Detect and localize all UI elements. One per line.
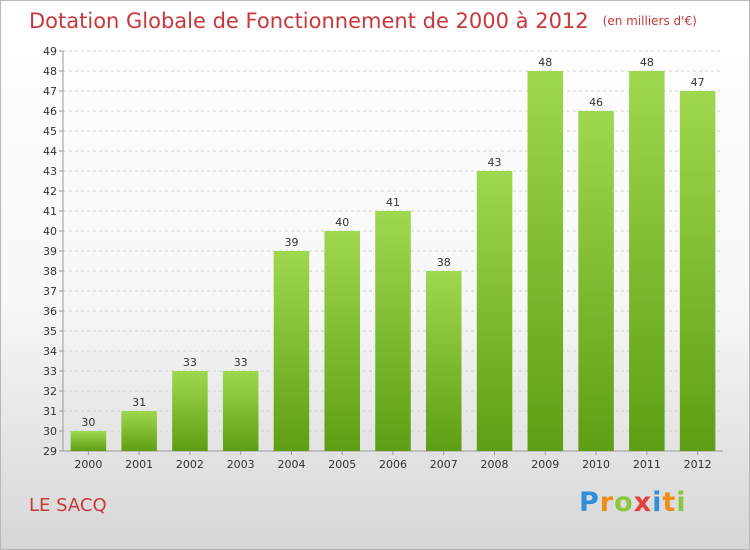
y-tick-label: 43 [43,165,57,178]
y-tick-label: 42 [43,185,57,198]
logo-letter: i [676,487,687,518]
bar-2004 [273,251,310,451]
bar-2010 [578,111,614,451]
bar-value-label: 48 [640,56,654,69]
bars [70,71,716,451]
x-tick-label: 2002 [176,458,204,471]
y-tick-label: 37 [43,285,57,298]
x-tick-label: 2001 [125,458,153,471]
logo-letter: P [579,487,600,518]
bar-value-label: 39 [284,236,298,249]
bar-2012 [679,91,716,451]
x-tick-label: 2011 [633,458,661,471]
logo-letter: i [652,487,663,518]
bar-2000 [70,431,107,451]
bar-value-label: 41 [386,196,400,209]
bar-2007 [426,271,462,451]
bar-value-label: 33 [183,356,197,369]
logo-letter: r [599,487,615,518]
bar-value-label: 30 [81,416,95,429]
x-tick-label: 2000 [74,458,102,471]
y-tick-label: 35 [43,325,57,338]
bar-2001 [121,411,157,451]
y-tick-label: 48 [43,65,57,78]
y-tick-label: 30 [43,425,57,438]
proxiti-logo: Proxiti [579,487,687,518]
x-tick-label: 2008 [481,458,509,471]
bar-2006 [375,211,411,451]
y-tick-label: 45 [43,125,57,138]
x-tick-label: 2007 [430,458,458,471]
bar-value-label: 38 [437,256,451,269]
y-tick-label: 47 [43,85,57,98]
y-tick-label: 36 [43,305,57,318]
x-tick-label: 2006 [379,458,407,471]
bar-value-label: 48 [538,56,552,69]
commune-name: LE SACQ [29,495,107,516]
logo-letter: x [633,487,653,518]
chart-subtitle: (en milliers d'€) [602,14,697,28]
logo-letter: o [614,487,634,518]
y-tick-label: 49 [43,45,57,58]
y-tick-label: 29 [43,445,57,458]
chart-title: Dotation Globale de Fonctionnement de 20… [29,9,697,33]
bar-value-label: 33 [234,356,248,369]
x-tick-label: 2003 [227,458,255,471]
x-tick-label: 2009 [531,458,559,471]
x-tick-label: 2005 [328,458,356,471]
y-tick-label: 44 [43,145,57,158]
bar-2002 [172,371,208,451]
bar-2009 [527,71,564,451]
bar-value-label: 46 [589,96,603,109]
y-tick-label: 31 [43,405,57,418]
y-tick-label: 38 [43,265,57,278]
bar-2003 [222,371,259,451]
labels: 29 30 31 32 33 34 35 36 37 38 39 40 41 42 43 44 45 46 47 48… [43,45,712,471]
bar-2005 [324,231,360,451]
logo-letter: t [662,487,677,518]
y-tick-label: 39 [43,245,57,258]
x-tick-label: 2012 [684,458,712,471]
bar-2008 [476,171,513,451]
bar-2011 [629,71,665,451]
y-tick-label: 32 [43,385,57,398]
bar-value-label: 47 [691,76,705,89]
y-tick-label: 34 [43,345,57,358]
chart-title-text: Dotation Globale de Fonctionnement de 20… [29,9,589,33]
x-tick-label: 2004 [277,458,305,471]
x-tick-label: 2010 [582,458,610,471]
bar-value-label: 43 [488,156,502,169]
y-tick-label: 33 [43,365,57,378]
bar-value-label: 40 [335,216,349,229]
y-tick-label: 46 [43,105,57,118]
y-tick-label: 41 [43,205,57,218]
y-tick-label: 40 [43,225,57,238]
bar-value-label: 31 [132,396,146,409]
